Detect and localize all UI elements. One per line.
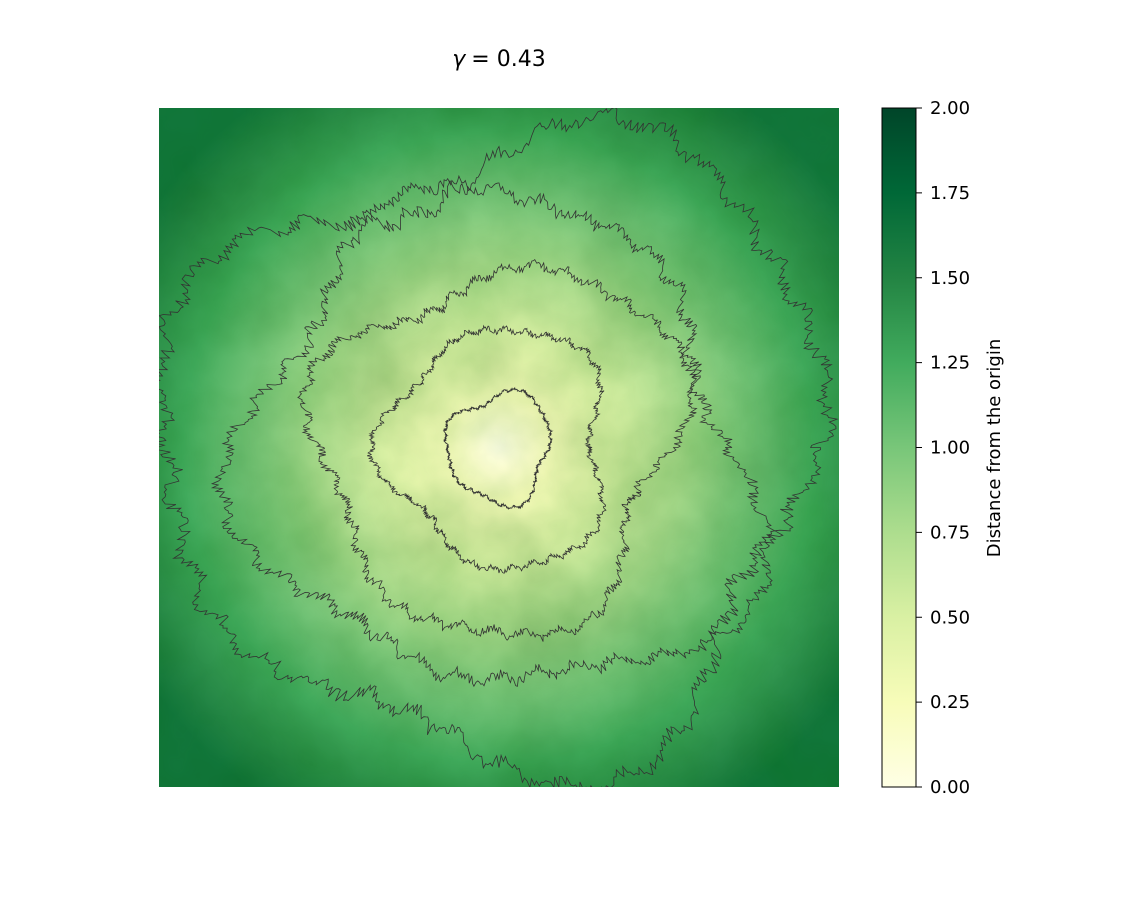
colorbar-label: Distance from the origin (984, 339, 1005, 558)
heatmap-panel (159, 108, 839, 787)
title-symbol: γ (452, 47, 466, 72)
colorbar-tick-label: 0.00 (930, 777, 970, 798)
heatmap-texture (159, 108, 839, 787)
colorbar-gradient (881, 107, 917, 788)
colorbar-tick-label: 0.25 (930, 692, 970, 713)
colorbar-tick-label: 1.75 (930, 183, 970, 204)
contour-level-0.25 (442, 386, 554, 510)
contour-level-0.75 (297, 258, 698, 642)
contour-level-1 (210, 174, 777, 688)
colorbar-tick-label: 2.00 (930, 98, 970, 119)
colorbar-tick-label: 1.25 (930, 353, 970, 374)
chart-title: γ = 0.43 (452, 47, 545, 72)
contour-lines (159, 108, 839, 787)
colorbar-tick-label: 0.50 (930, 607, 970, 628)
contour-level-1.25 (159, 108, 839, 787)
title-value: = 0.43 (471, 47, 545, 72)
contour-level-0.5 (367, 324, 607, 574)
colorbar: 0.00 0.25 0.50 0.75 1.00 1.25 1.50 1.75 2.00 (881, 98, 970, 798)
colorbar-tick-label: 1.00 (930, 438, 970, 459)
colorbar-tick-label: 0.75 (930, 522, 970, 543)
colorbar-tick-label: 1.50 (930, 268, 970, 289)
